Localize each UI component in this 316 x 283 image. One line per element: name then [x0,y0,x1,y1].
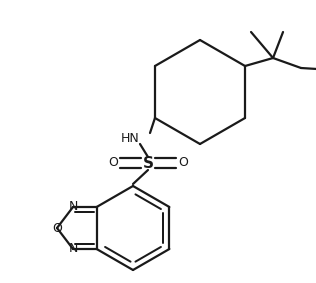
Text: HN: HN [121,132,140,145]
Text: O: O [178,156,188,170]
Text: O: O [52,222,62,235]
Text: O: O [108,156,118,170]
Text: N: N [68,200,78,213]
Text: N: N [68,243,78,256]
Text: S: S [143,155,154,170]
